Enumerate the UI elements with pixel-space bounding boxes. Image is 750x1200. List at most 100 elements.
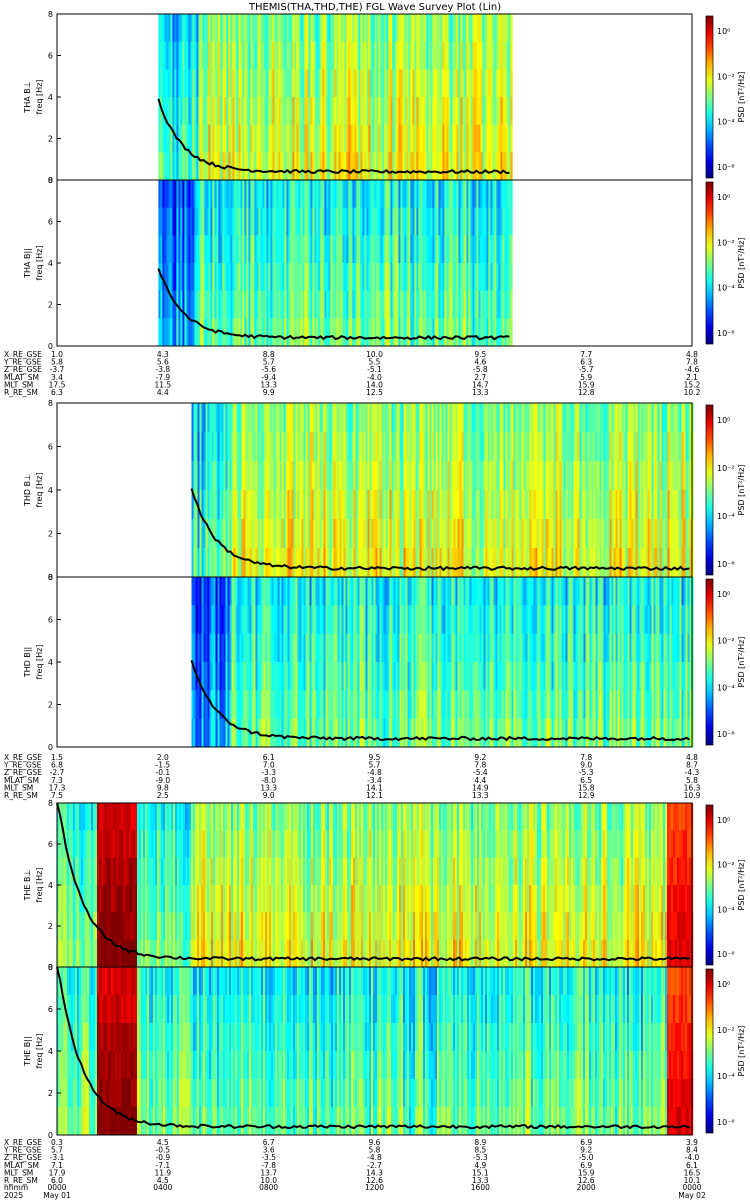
colorbar-label-group: PSD [nT²/Hz] xyxy=(737,72,746,123)
y-tick-label: 4 xyxy=(48,93,53,102)
time-tick-date: May 02 xyxy=(678,1191,706,1200)
ephem-value: 4.4 xyxy=(157,388,169,397)
ephem-row-label: Z_RE_GSE xyxy=(4,1153,42,1162)
panel-freq-label: freq [Hz] xyxy=(35,80,44,115)
colorbar-tick: 10⁰ xyxy=(717,816,730,825)
colorbar-tick: 10⁰ xyxy=(717,27,730,36)
colorbar-label-group: PSD [nT²/Hz] xyxy=(737,1026,746,1077)
ephem-value: -5.8 xyxy=(473,365,488,374)
y-tick-label: 6 xyxy=(48,218,53,227)
ephem-value: 5.7 xyxy=(369,761,381,770)
time-tick-label: 0400 xyxy=(153,1183,172,1192)
y-tick-label: 2 xyxy=(48,530,53,539)
y-tick-label: 4 xyxy=(48,259,53,268)
ephem-value: -3.3 xyxy=(261,768,276,777)
gyrofrequency-trace xyxy=(157,268,510,341)
ephem-value: 14.1 xyxy=(366,783,383,792)
ephem-value: 12.8 xyxy=(578,388,595,397)
ephem-value: 6.3 xyxy=(580,358,592,367)
spectrogram-heatmap xyxy=(191,577,694,748)
colorbar-tick: 10⁻⁶ xyxy=(717,950,735,959)
colorbar-scale xyxy=(705,181,714,345)
ephem-value: 7.8 xyxy=(580,753,592,762)
colorbar-label: PSD [nT²/Hz] xyxy=(737,637,746,688)
spectrogram-heatmap xyxy=(158,180,513,347)
ephem-value: 2.5 xyxy=(157,791,169,800)
ephem-value: 15.8 xyxy=(578,783,595,792)
ephem-value: -4.3 xyxy=(685,768,700,777)
colorbar-label-group: PSD [nT²/Hz] xyxy=(737,637,746,688)
ephem-row-label: R_RE_SM xyxy=(4,388,38,397)
ephem-value: -5.4 xyxy=(473,768,488,777)
ephem-value: 16.3 xyxy=(684,783,701,792)
ephem-value: -3.4 xyxy=(367,776,382,785)
y-tick-label: 0 xyxy=(48,176,53,185)
colorbar-tick: 10⁻² xyxy=(717,238,735,247)
ephem-value: 7.5 xyxy=(51,791,63,800)
spectrogram-panel-thd-bpar: 0 2 4 6 8 THD B|| freq [Hz] 10⁰ 10⁻² 10⁻⁴ 10⁻⁶ PSD … xyxy=(23,573,746,752)
y-tick-label: 8 xyxy=(48,799,53,808)
panel-freq-label: freq [Hz] xyxy=(35,473,44,508)
panel-freq-label: freq [Hz] xyxy=(35,868,44,903)
y-tick-label: 0 xyxy=(48,743,53,752)
ephem-row-label: Y_RE_GSE xyxy=(3,1146,42,1155)
ephem-value: 9.0 xyxy=(263,791,275,800)
ephem-value: -1.5 xyxy=(156,761,171,770)
ephem-value: -5.0 xyxy=(579,1153,594,1162)
ephem-value: 0.3 xyxy=(51,1138,63,1147)
colorbar-tick: 10⁻⁶ xyxy=(717,730,735,739)
panel-ylabel: THD B⊥ freq [Hz] xyxy=(23,473,44,508)
ephem-value: 8.8 xyxy=(263,350,275,359)
ephem-value: 5.8 xyxy=(686,776,698,785)
colorbar: 10⁰ 10⁻² 10⁻⁴ 10⁻⁶ PSD [nT²/Hz] xyxy=(705,578,746,746)
colorbar-tick: 10⁻² xyxy=(717,72,735,81)
ephem-row-label: Z_RE_GSE xyxy=(4,365,42,374)
y-tick-label: 6 xyxy=(48,616,53,625)
ephem-value: -9.0 xyxy=(156,776,171,785)
ephem-value: 8.9 xyxy=(474,1138,486,1147)
ephem-value: 12.6 xyxy=(578,1176,595,1185)
colorbar-label: PSD [nT²/Hz] xyxy=(737,238,746,289)
ephem-value: -5.3 xyxy=(473,1153,488,1162)
panel-freq-label: freq [Hz] xyxy=(35,246,44,281)
spectrogram-heatmap xyxy=(57,967,694,1136)
gyrofrequency-trace xyxy=(56,966,691,1130)
colorbar: 10⁰ 10⁻² 10⁻⁴ 10⁻⁶ PSD [nT²/Hz] xyxy=(705,15,746,179)
ephem-value: -3.5 xyxy=(261,1153,276,1162)
ephem-value: 7.8 xyxy=(474,761,486,770)
ephem-value: 12.1 xyxy=(366,791,383,800)
panel-probe-label: THE B|| xyxy=(23,1036,32,1066)
ephem-value: 2.0 xyxy=(157,753,169,762)
ephem-value: -4.8 xyxy=(367,1153,382,1162)
y-tick-label: 8 xyxy=(48,963,53,972)
plot-title: THEMIS(THA,THD,THE) FGL Wave Survey Plot… xyxy=(248,2,501,13)
ephem-value: 9.6 xyxy=(369,1138,381,1147)
ephem-value: 4.5 xyxy=(157,1138,169,1147)
colorbar-scale xyxy=(705,968,714,1134)
spectrogram-panel-tha-bperp: 0 2 4 6 8 THA B⊥ freq [Hz] 10⁰ 10⁻² 10⁻⁴ 10⁻⁶ PSD [… xyxy=(23,10,746,185)
ephem-value: 10.0 xyxy=(260,1176,277,1185)
ephem-value: 17.5 xyxy=(49,380,66,389)
y-tick-label: 6 xyxy=(48,840,53,849)
panel-ylabel: THE B⊥ freq [Hz] xyxy=(23,868,44,903)
colorbar-tick: 10⁻² xyxy=(717,464,735,473)
y-tick-label: 8 xyxy=(48,573,53,582)
panel-probe-label: THA B|| xyxy=(23,248,32,279)
time-tick-label: 1200 xyxy=(365,1183,384,1192)
ephem-value: 15.9 xyxy=(578,380,595,389)
panel-ylabel: THD B|| freq [Hz] xyxy=(23,645,44,680)
colorbar-tick: 10⁻⁴ xyxy=(717,905,735,914)
colorbar: 10⁰ 10⁻² 10⁻⁴ 10⁻⁶ PSD [nT²/Hz] xyxy=(705,968,746,1134)
panel-probe-label: THE B⊥ xyxy=(23,869,32,901)
spectrogram-panel-tha-bpar: 0 2 4 6 8 THA B|| freq [Hz] 10⁰ 10⁻² 10⁻⁴ 10⁻⁶ PSD … xyxy=(23,176,746,351)
colorbar-tick: 10⁻² xyxy=(717,637,735,646)
ephem-value: 17.3 xyxy=(49,783,66,792)
y-tick-label: 8 xyxy=(48,399,53,408)
ephem-value: 10.9 xyxy=(684,791,701,800)
ephem-value: 7.0 xyxy=(263,761,275,770)
ephem-value: 2.1 xyxy=(686,373,698,382)
ephem-value: 4.8 xyxy=(686,350,698,359)
